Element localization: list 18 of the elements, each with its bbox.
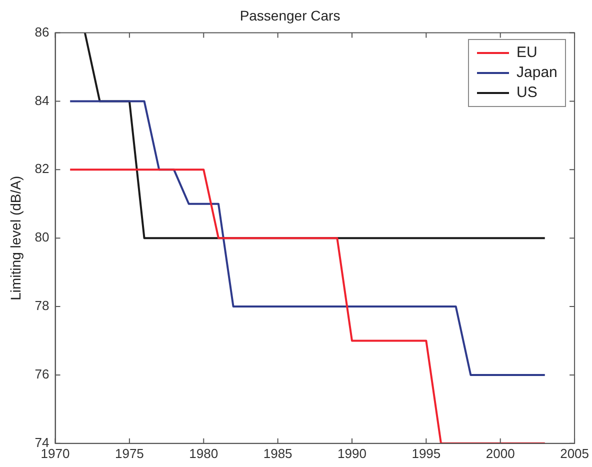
x-tick-label: 1995 <box>412 446 441 461</box>
x-tick-label: 2005 <box>560 446 589 461</box>
y-tick-label: 80 <box>34 230 50 245</box>
y-tick-label: 76 <box>34 366 50 382</box>
y-tick-label: 78 <box>34 298 50 314</box>
y-axis-title: Limiting level (dB/A) <box>7 176 24 300</box>
y-tick-label: 86 <box>34 24 50 40</box>
x-tick-label: 1985 <box>263 446 292 461</box>
chart-title: Passenger Cars <box>240 7 340 24</box>
x-tick-label: 1975 <box>114 446 144 461</box>
y-tick-label: 82 <box>34 161 50 176</box>
x-tick-label: 1990 <box>338 446 366 461</box>
y-tick-label: 84 <box>34 92 50 108</box>
legend-label: EU <box>516 44 538 62</box>
x-tick-label: 2000 <box>486 446 515 461</box>
x-tick-label: 1980 <box>189 446 218 461</box>
legend-label: Japan <box>516 64 558 82</box>
legend-label: US <box>516 84 538 102</box>
